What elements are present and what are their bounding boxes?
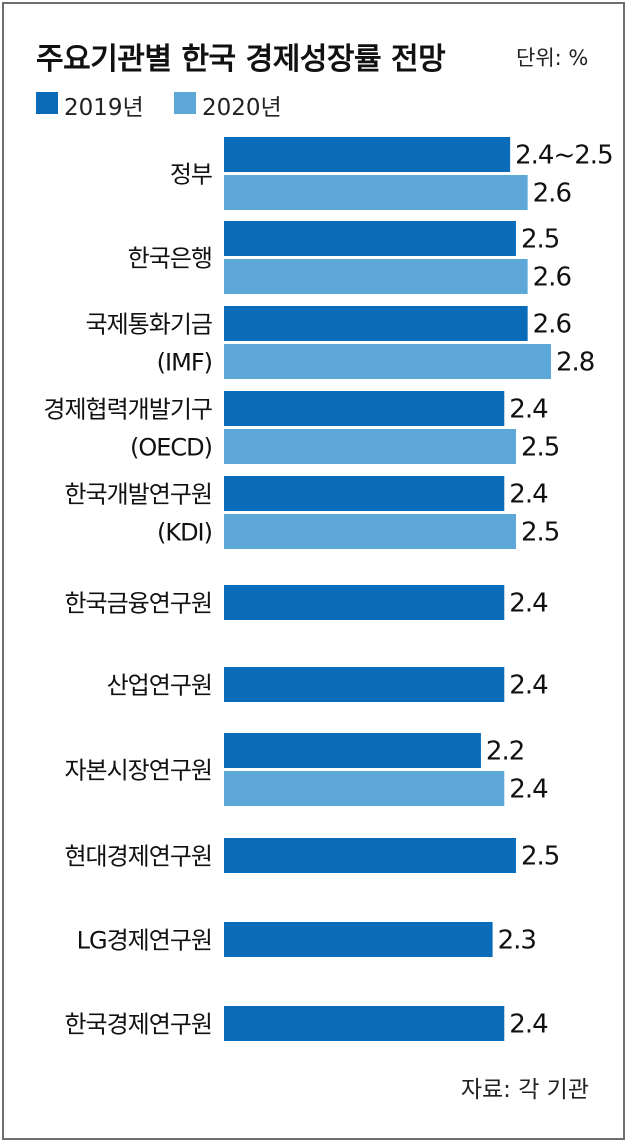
data-label-2019-6: 2.4 (509, 671, 548, 701)
category-label-0: 정부 (170, 161, 212, 189)
bar-2019-3 (224, 391, 505, 426)
bar-2019-0 (224, 137, 511, 172)
legend-swatch-2020 (174, 92, 196, 114)
category-label-10: 한국경제연구원 (64, 1011, 212, 1039)
category-label-6: 산업연구원 (107, 672, 212, 700)
bar-2020-3 (224, 429, 516, 464)
data-label-2019-0: 2.4~2.5 (515, 141, 612, 171)
bar-2019-4 (224, 476, 505, 511)
bar-2020-4 (224, 514, 516, 549)
bar-2019-7 (224, 733, 481, 768)
data-label-2019-8: 2.5 (521, 842, 559, 872)
category-label-5: 한국금융연구원 (64, 590, 212, 618)
category-label-4-line1: (KDI) (157, 519, 212, 547)
data-label-2020-2: 2.8 (556, 348, 594, 378)
unit-label: 단위: % (516, 46, 589, 70)
bar-2019-1 (224, 221, 516, 256)
category-label-2-line1: (IMF) (157, 349, 212, 377)
data-label-2020-1: 2.6 (533, 263, 571, 293)
data-label-2019-3: 2.4 (509, 395, 548, 425)
data-label-2019-5: 2.4 (509, 589, 548, 619)
category-label-1: 한국은행 (128, 245, 212, 273)
category-label-8: 현대경제연구원 (64, 843, 212, 871)
data-label-2019-4: 2.4 (509, 480, 548, 510)
data-label-2020-4: 2.5 (521, 518, 559, 548)
bar-2020-2 (224, 344, 551, 379)
data-label-2020-0: 2.6 (533, 179, 571, 209)
bar-2020-7 (224, 771, 505, 806)
data-label-2020-3: 2.5 (521, 433, 559, 463)
legend-label-2019: 2019년 (64, 95, 144, 121)
data-label-2020-7: 2.4 (509, 775, 548, 805)
data-label-2019-1: 2.5 (521, 225, 559, 255)
category-label-4-line0: 한국개발연구원 (64, 481, 212, 509)
bar-2020-0 (224, 175, 528, 210)
category-label-3-line1: (OECD) (130, 434, 212, 462)
category-label-9: LG경제연구원 (77, 927, 212, 955)
bar-2019-2 (224, 306, 528, 341)
chart-title: 주요기관별 한국 경제성장률 전망 (36, 42, 446, 77)
legend-label-2020: 2020년 (202, 95, 282, 121)
category-label-2-line0: 국제통화기금 (86, 311, 212, 339)
source-note: 자료: 각 기관 (460, 1077, 589, 1103)
bar-2019-5 (224, 585, 505, 620)
bar-2020-1 (224, 259, 528, 294)
category-label-7: 자본시장연구원 (64, 757, 212, 785)
bar-2019-9 (224, 922, 493, 957)
data-label-2019-2: 2.6 (533, 310, 571, 340)
bar-2019-10 (224, 1006, 505, 1041)
category-label-3-line0: 경제협력개발기구 (43, 396, 212, 424)
data-label-2019-7: 2.2 (486, 737, 524, 767)
bar-2019-6 (224, 667, 505, 702)
legend-swatch-2019 (36, 92, 58, 114)
bar-2019-8 (224, 838, 516, 873)
data-label-2019-10: 2.4 (509, 1010, 548, 1040)
data-label-2019-9: 2.3 (498, 926, 536, 956)
